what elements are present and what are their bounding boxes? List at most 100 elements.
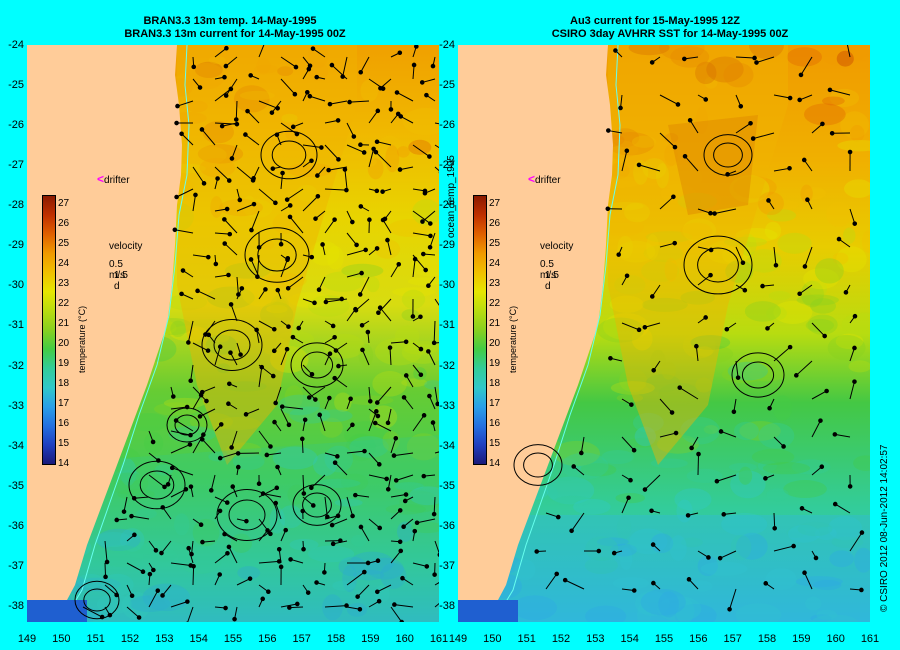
arrow-head <box>361 150 367 155</box>
velocity-arrow <box>412 232 431 237</box>
y-tick-label: -35 <box>439 479 455 492</box>
right-map-panel[interactable] <box>458 45 870 622</box>
arrow-head <box>852 345 857 351</box>
arrow-head <box>365 329 371 335</box>
arrow-head <box>393 478 399 483</box>
velocity-arrow <box>376 386 392 403</box>
x-tick-label: 154 <box>620 633 639 645</box>
velocity-arrow <box>329 100 348 105</box>
arrow-head <box>287 214 293 220</box>
arrow-head <box>791 543 796 549</box>
arrow-head <box>802 264 808 269</box>
arrow-head <box>354 242 359 248</box>
arrow-head <box>689 445 694 451</box>
arrow-head <box>435 401 439 407</box>
velocity-arrow <box>324 219 336 234</box>
arrow-head <box>314 580 319 585</box>
velocity-arrow <box>804 246 813 267</box>
arrow-head <box>355 594 360 599</box>
arrow-head <box>306 395 312 400</box>
eddy-ring <box>741 361 775 389</box>
colorbar-tick: 27 <box>489 198 501 209</box>
arrow-head <box>763 476 768 481</box>
velocity-arrow <box>368 148 375 168</box>
arrow-head <box>239 286 245 291</box>
arrow-head <box>649 294 655 299</box>
velocity-arrow <box>433 496 436 515</box>
velocity-arrow <box>201 129 216 146</box>
drifter-marker-icon: < <box>528 172 536 186</box>
arrow-head <box>226 272 231 278</box>
arrow-head <box>626 495 631 501</box>
arrow-head <box>245 108 250 114</box>
arrow-head <box>428 233 433 239</box>
velocity-arrow <box>231 144 238 159</box>
left-map-panel[interactable] <box>27 45 439 622</box>
colorbar-tick: 26 <box>58 218 70 229</box>
arrow-head <box>132 532 137 538</box>
arrow-head <box>763 581 769 586</box>
arrow-head <box>418 314 423 320</box>
velocity-arrow <box>773 167 790 172</box>
arrow-head <box>296 325 302 331</box>
y-tick-label: -29 <box>439 239 455 252</box>
arrow-head <box>329 522 335 528</box>
arrow-head <box>682 56 687 62</box>
arrow-head <box>671 194 676 200</box>
velocity-arrow <box>258 367 263 388</box>
velocity-arrow <box>245 408 260 415</box>
arrow-head <box>336 363 341 369</box>
velocity-arrow <box>174 229 194 234</box>
arrow-head <box>392 602 397 607</box>
velocity-arrow <box>773 545 794 552</box>
velocity-arrow <box>245 134 260 146</box>
velocity-arrow <box>301 438 304 454</box>
arrow-head <box>731 409 737 415</box>
arrow-head <box>271 326 277 332</box>
velocity-arrow <box>773 94 791 99</box>
arrow-head <box>319 145 324 150</box>
velocity-arrow <box>697 274 711 286</box>
y-tick-label: -37 <box>439 559 455 572</box>
velocity-arrow <box>223 219 238 234</box>
colorbar-tick: 17 <box>489 398 501 409</box>
velocity-arrow <box>684 56 699 60</box>
arrow-head <box>426 283 431 289</box>
arrow-head <box>714 478 720 484</box>
arrow-head <box>350 422 355 428</box>
velocity-arrow <box>428 395 436 410</box>
x-tick-label: 155 <box>223 633 243 645</box>
velocity-arrow <box>651 284 661 297</box>
x-tick-label: 149 <box>17 633 37 645</box>
arrow-head <box>309 158 314 164</box>
velocity-arrow <box>368 386 371 402</box>
arrow-head <box>727 606 732 612</box>
velocity-arrow <box>846 45 851 58</box>
y-tick-label: -27 <box>439 159 455 172</box>
velocity-arrow <box>192 566 195 586</box>
y-tick-label: -24 <box>439 39 455 51</box>
arrow-head <box>237 197 243 203</box>
arrow-head <box>299 436 305 442</box>
eddy-ring <box>216 489 278 541</box>
velocity-arrow <box>829 89 851 96</box>
velocity-arrow <box>289 216 304 234</box>
arrow-head <box>616 252 622 257</box>
velocity-arrow <box>224 533 238 542</box>
arrow-head <box>836 236 842 242</box>
velocity-arrow <box>192 194 196 212</box>
arrow-head <box>359 322 365 328</box>
colorbar-tick: 23 <box>58 278 70 289</box>
velocity-arrow <box>104 584 117 596</box>
velocity-arrow <box>684 155 699 172</box>
velocity-arrow <box>287 276 304 289</box>
arrow-head <box>801 157 807 163</box>
arrow-head <box>430 63 436 69</box>
eddy-ring <box>128 460 186 510</box>
arrow-head <box>843 290 849 295</box>
arrow-head <box>225 550 230 556</box>
velocity-arrow <box>346 232 357 246</box>
velocity-arrow <box>310 474 326 489</box>
arrow-head <box>188 378 194 384</box>
velocity-arrow <box>427 351 436 366</box>
